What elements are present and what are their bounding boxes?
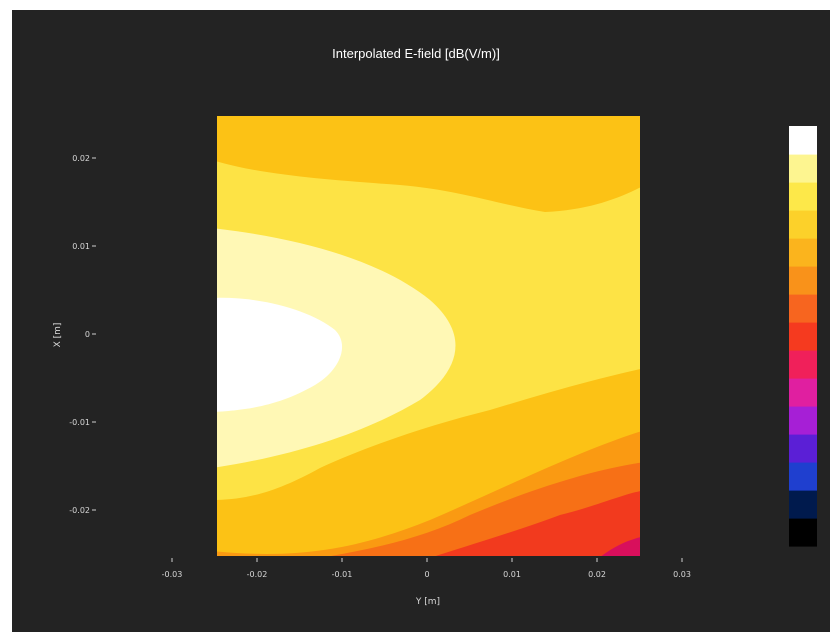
y-tick-label: -0.01 (69, 418, 90, 427)
x-tick-label: -0.02 (247, 570, 268, 579)
colorbar-segment (789, 210, 817, 239)
contour-band-8 (217, 297, 343, 412)
x-tick-label: 0 (424, 570, 429, 579)
colorbar-segment (789, 462, 817, 491)
x-tick-label: -0.03 (162, 570, 183, 579)
colorbar-segment (789, 406, 817, 435)
colorbar-segment (789, 434, 817, 463)
y-tick-label: -0.02 (69, 506, 90, 515)
y-tick-label: 0.02 (72, 154, 90, 163)
x-tick-label: 0.02 (588, 570, 606, 579)
x-tick-label: -0.01 (332, 570, 353, 579)
contour-band-1 (601, 537, 640, 556)
colorbar-segment (789, 322, 817, 351)
colorbar (789, 126, 817, 547)
x-axis: -0.03 -0.02 -0.01 0 0.01 0.02 0.03 (162, 558, 691, 579)
colorbar-segment (789, 490, 817, 519)
x-tick-label: 0.03 (673, 570, 691, 579)
colorbar-segment (789, 518, 817, 547)
colorbar-segment (789, 182, 817, 211)
x-tick-label: 0.01 (503, 570, 521, 579)
contour-bands (217, 116, 640, 556)
colorbar-segment (789, 294, 817, 323)
colorbar-segment (789, 154, 817, 183)
colorbar-segment (789, 126, 817, 155)
y-tick-label: 0 (85, 330, 90, 339)
colorbar-segment (789, 266, 817, 295)
colorbar-segment (789, 238, 817, 267)
contour-band-2 (435, 491, 640, 556)
y-axis-label: X [m] (53, 323, 63, 348)
chart-title: Interpolated E-field [dB(V/m)] (332, 46, 500, 61)
x-axis-label: Y [m] (415, 597, 440, 607)
colorbar-segment (789, 350, 817, 379)
y-axis: 0.02 0.01 0 -0.01 -0.02 (69, 154, 96, 515)
y-tick-label: 0.01 (72, 242, 90, 251)
colorbar-segment (789, 378, 817, 407)
